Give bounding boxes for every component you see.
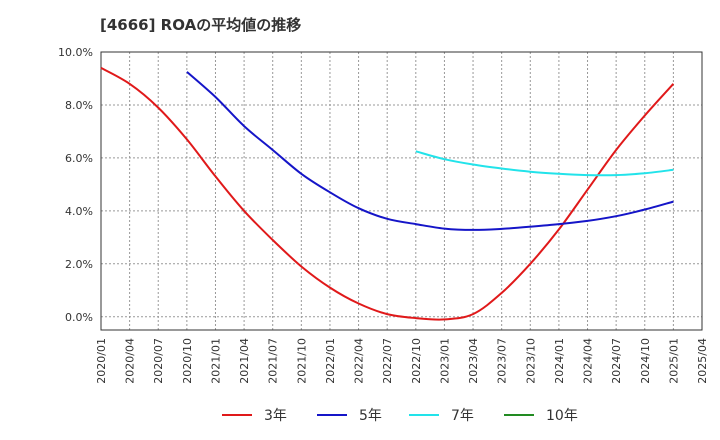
legend-item-7y: 7年 xyxy=(409,403,474,427)
x-tick-label: 2023/07 xyxy=(496,338,509,384)
y-tick-label: 10.0% xyxy=(58,46,93,59)
x-tick-label: 2021/10 xyxy=(295,338,308,384)
x-tick-label: 2022/07 xyxy=(381,338,394,384)
x-tick-label: 2020/10 xyxy=(181,338,194,384)
x-tick-label: 2023/04 xyxy=(467,338,480,384)
series-line-2 xyxy=(415,150,674,177)
series-line-1 xyxy=(186,71,674,231)
x-tick-label: 2020/01 xyxy=(95,338,108,384)
y-tick-label: 4.0% xyxy=(65,205,93,218)
x-tick-label: 2023/01 xyxy=(438,338,451,384)
x-tick-label: 2020/07 xyxy=(152,338,165,384)
y-tick-label: 6.0% xyxy=(65,152,93,165)
plot-frame xyxy=(100,51,703,331)
legend-swatch-7y xyxy=(409,414,439,416)
legend-label-5y: 5年 xyxy=(359,408,382,424)
legend-swatch-10y xyxy=(504,414,534,416)
axes xyxy=(100,51,703,331)
legend: 3年 5年 7年 10年 xyxy=(0,403,720,427)
y-tick-label: 8.0% xyxy=(65,99,93,112)
x-tick-label: 2024/10 xyxy=(639,338,652,384)
x-tick-label: 2025/04 xyxy=(696,338,709,384)
legend-label-7y: 7年 xyxy=(451,408,474,424)
y-tick-label: 2.0% xyxy=(65,258,93,271)
x-tick-label: 2024/07 xyxy=(610,338,623,384)
x-tick-label: 2025/01 xyxy=(667,338,680,384)
series-line-0 xyxy=(100,67,675,321)
x-tick-label: 2024/01 xyxy=(553,338,566,384)
x-tick-label: 2024/04 xyxy=(582,338,595,384)
x-tick-label: 2021/07 xyxy=(267,338,280,384)
x-tick-label: 2021/01 xyxy=(209,338,222,384)
x-tick-label: 2021/04 xyxy=(238,338,251,384)
y-axis-ticks: 0.0% 2.0% 4.0% 6.0% 8.0% 10.0% xyxy=(58,46,93,324)
legend-item-3y: 3年 xyxy=(222,403,287,427)
legend-label-3y: 3年 xyxy=(264,408,287,424)
x-tick-label: 2022/04 xyxy=(353,338,366,384)
legend-item-10y: 10年 xyxy=(504,403,578,427)
x-tick-label: 2022/10 xyxy=(410,338,423,384)
chart-title: [4666] ROAの平均値の推移 xyxy=(100,16,302,34)
legend-label-10y: 10年 xyxy=(546,408,578,424)
x-tick-label: 2022/01 xyxy=(324,338,337,384)
x-axis-ticks: 2020/01 2020/04 2020/07 2020/10 2021/01 2021/… xyxy=(95,338,709,384)
x-tick-label: 2023/10 xyxy=(524,338,537,384)
y-tick-label: 0.0% xyxy=(65,311,93,324)
series-lines xyxy=(100,67,675,321)
legend-item-5y: 5年 xyxy=(317,403,382,427)
legend-swatch-3y xyxy=(222,414,252,416)
legend-swatch-5y xyxy=(317,414,347,416)
x-tick-label: 2020/04 xyxy=(124,338,137,384)
plot-area xyxy=(101,52,702,330)
